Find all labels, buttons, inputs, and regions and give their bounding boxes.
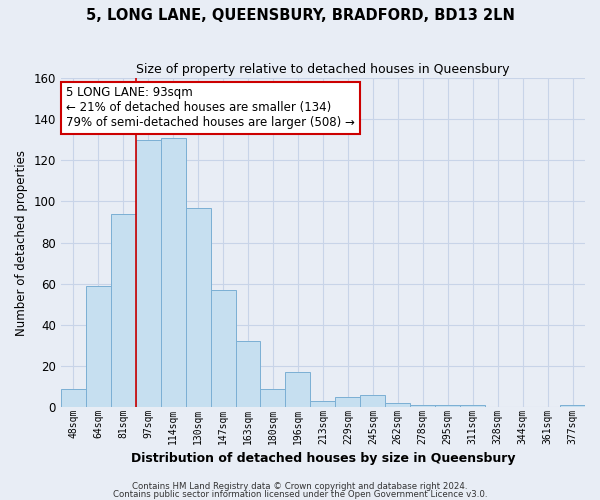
- Text: Contains HM Land Registry data © Crown copyright and database right 2024.: Contains HM Land Registry data © Crown c…: [132, 482, 468, 491]
- Bar: [260, 388, 286, 407]
- Bar: [310, 401, 335, 407]
- Bar: [460, 405, 485, 407]
- Text: 5 LONG LANE: 93sqm
← 21% of detached houses are smaller (134)
79% of semi-detach: 5 LONG LANE: 93sqm ← 21% of detached hou…: [66, 86, 355, 130]
- Bar: [435, 405, 460, 407]
- Bar: [335, 396, 361, 407]
- Text: 5, LONG LANE, QUEENSBURY, BRADFORD, BD13 2LN: 5, LONG LANE, QUEENSBURY, BRADFORD, BD13…: [86, 8, 514, 22]
- Bar: [136, 140, 161, 407]
- Bar: [211, 290, 236, 407]
- Bar: [410, 405, 435, 407]
- Bar: [361, 394, 385, 407]
- Bar: [286, 372, 310, 407]
- Bar: [61, 388, 86, 407]
- Title: Size of property relative to detached houses in Queensbury: Size of property relative to detached ho…: [136, 62, 509, 76]
- Bar: [185, 208, 211, 407]
- X-axis label: Distribution of detached houses by size in Queensbury: Distribution of detached houses by size …: [131, 452, 515, 465]
- Bar: [385, 403, 410, 407]
- Bar: [236, 341, 260, 407]
- Bar: [86, 286, 111, 407]
- Bar: [111, 214, 136, 407]
- Bar: [560, 405, 585, 407]
- Bar: [161, 138, 185, 407]
- Y-axis label: Number of detached properties: Number of detached properties: [15, 150, 28, 336]
- Text: Contains public sector information licensed under the Open Government Licence v3: Contains public sector information licen…: [113, 490, 487, 499]
